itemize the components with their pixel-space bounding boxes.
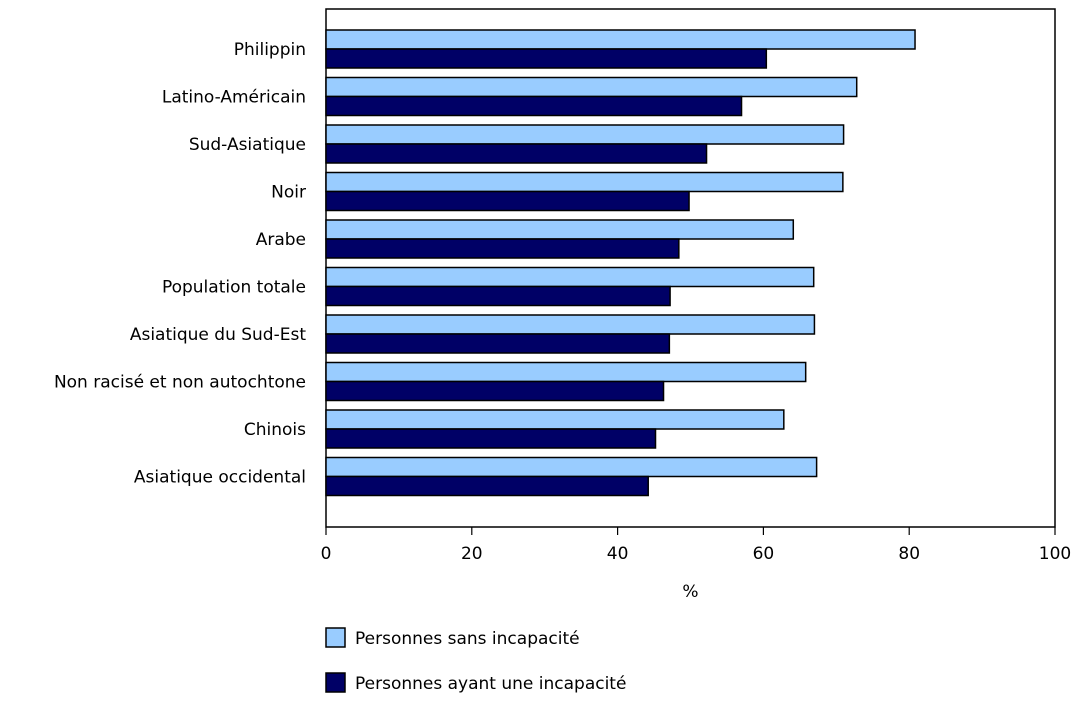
x-tick-label-2: 40 (607, 544, 629, 564)
x-axis-title: % (682, 582, 698, 602)
legend-swatch-personnes-ayant-une-incapacite (325, 672, 346, 693)
category-label-asiatique-du-sud-est: Asiatique du Sud-Est (130, 325, 307, 345)
bar-personnes-sans-incapacite-asiatique-du-sud-est (325, 314, 816, 335)
category-label-noir: Noir (271, 183, 306, 203)
x-tick-label-0: 0 (321, 544, 332, 564)
x-tick-label-3: 60 (753, 544, 775, 564)
category-labels: Philippin Latino-Américain Sud-Asiatique No… (54, 40, 306, 488)
category-label-asiatique-occidental: Asiatique occidental (134, 468, 306, 488)
bar-personnes-ayant-une-incapacite-population-totale (325, 285, 671, 307)
category-label-philippin: Philippin (234, 40, 306, 60)
bar-personnes-ayant-une-incapacite-asiatique-du-sud-est (325, 333, 671, 354)
bar-personnes-ayant-une-incapacite-noir (325, 190, 690, 212)
bar-personnes-sans-incapacite-non-racise-et-non-autochtone (325, 361, 807, 383)
category-label-arabe: Arabe (256, 230, 306, 250)
category-label-sud-asiatique: Sud-Asiatique (189, 135, 306, 155)
bar-personnes-sans-incapacite-sud-asiatique (325, 124, 845, 145)
bar-personnes-ayant-une-incapacite-arabe (325, 238, 680, 259)
bar-personnes-sans-incapacite-noir (325, 171, 844, 193)
bar-personnes-ayant-une-incapacite-asiatique-occidental (325, 475, 649, 497)
x-tick-label-1: 20 (461, 544, 483, 564)
legend-label-personnes-sans-incapacite: Personnes sans incapacité (355, 629, 580, 649)
category-label-latino-americain: Latino-Américain (162, 88, 306, 108)
bar-personnes-sans-incapacite-philippin (325, 29, 916, 50)
bar-personnes-sans-incapacite-population-totale (325, 266, 815, 288)
bar-personnes-ayant-une-incapacite-philippin (325, 48, 768, 69)
category-label-non-racise-et-non-autochtone: Non racisé et non autochtone (54, 373, 306, 393)
bar-personnes-sans-incapacite-chinois (325, 409, 785, 430)
bar-personnes-sans-incapacite-latino-americain (325, 76, 858, 98)
x-tick-label-4: 80 (898, 544, 920, 564)
bar-personnes-sans-incapacite-arabe (325, 219, 795, 240)
category-label-chinois: Chinois (244, 420, 306, 440)
legend-label-personnes-ayant-une-incapacite: Personnes ayant une incapacité (355, 674, 626, 694)
bar-personnes-sans-incapacite-asiatique-occidental (325, 456, 818, 478)
bar-personnes-ayant-une-incapacite-latino-americain (325, 95, 743, 117)
bar-personnes-ayant-une-incapacite-chinois (325, 428, 657, 449)
x-tick-label-5: 100 (1039, 544, 1071, 564)
category-label-population-totale: Population totale (162, 278, 306, 298)
legend: Personnes sans incapacité Personnes ayant… (325, 627, 626, 694)
bar-personnes-ayant-une-incapacite-sud-asiatique (325, 143, 708, 164)
x-axis-ticks: 0 20 40 60 80 100 (321, 527, 1071, 564)
legend-swatch-personnes-sans-incapacite (325, 627, 346, 648)
bars-layer (325, 29, 916, 497)
bar-personnes-ayant-une-incapacite-non-racise-et-non-autochtone (325, 380, 665, 402)
